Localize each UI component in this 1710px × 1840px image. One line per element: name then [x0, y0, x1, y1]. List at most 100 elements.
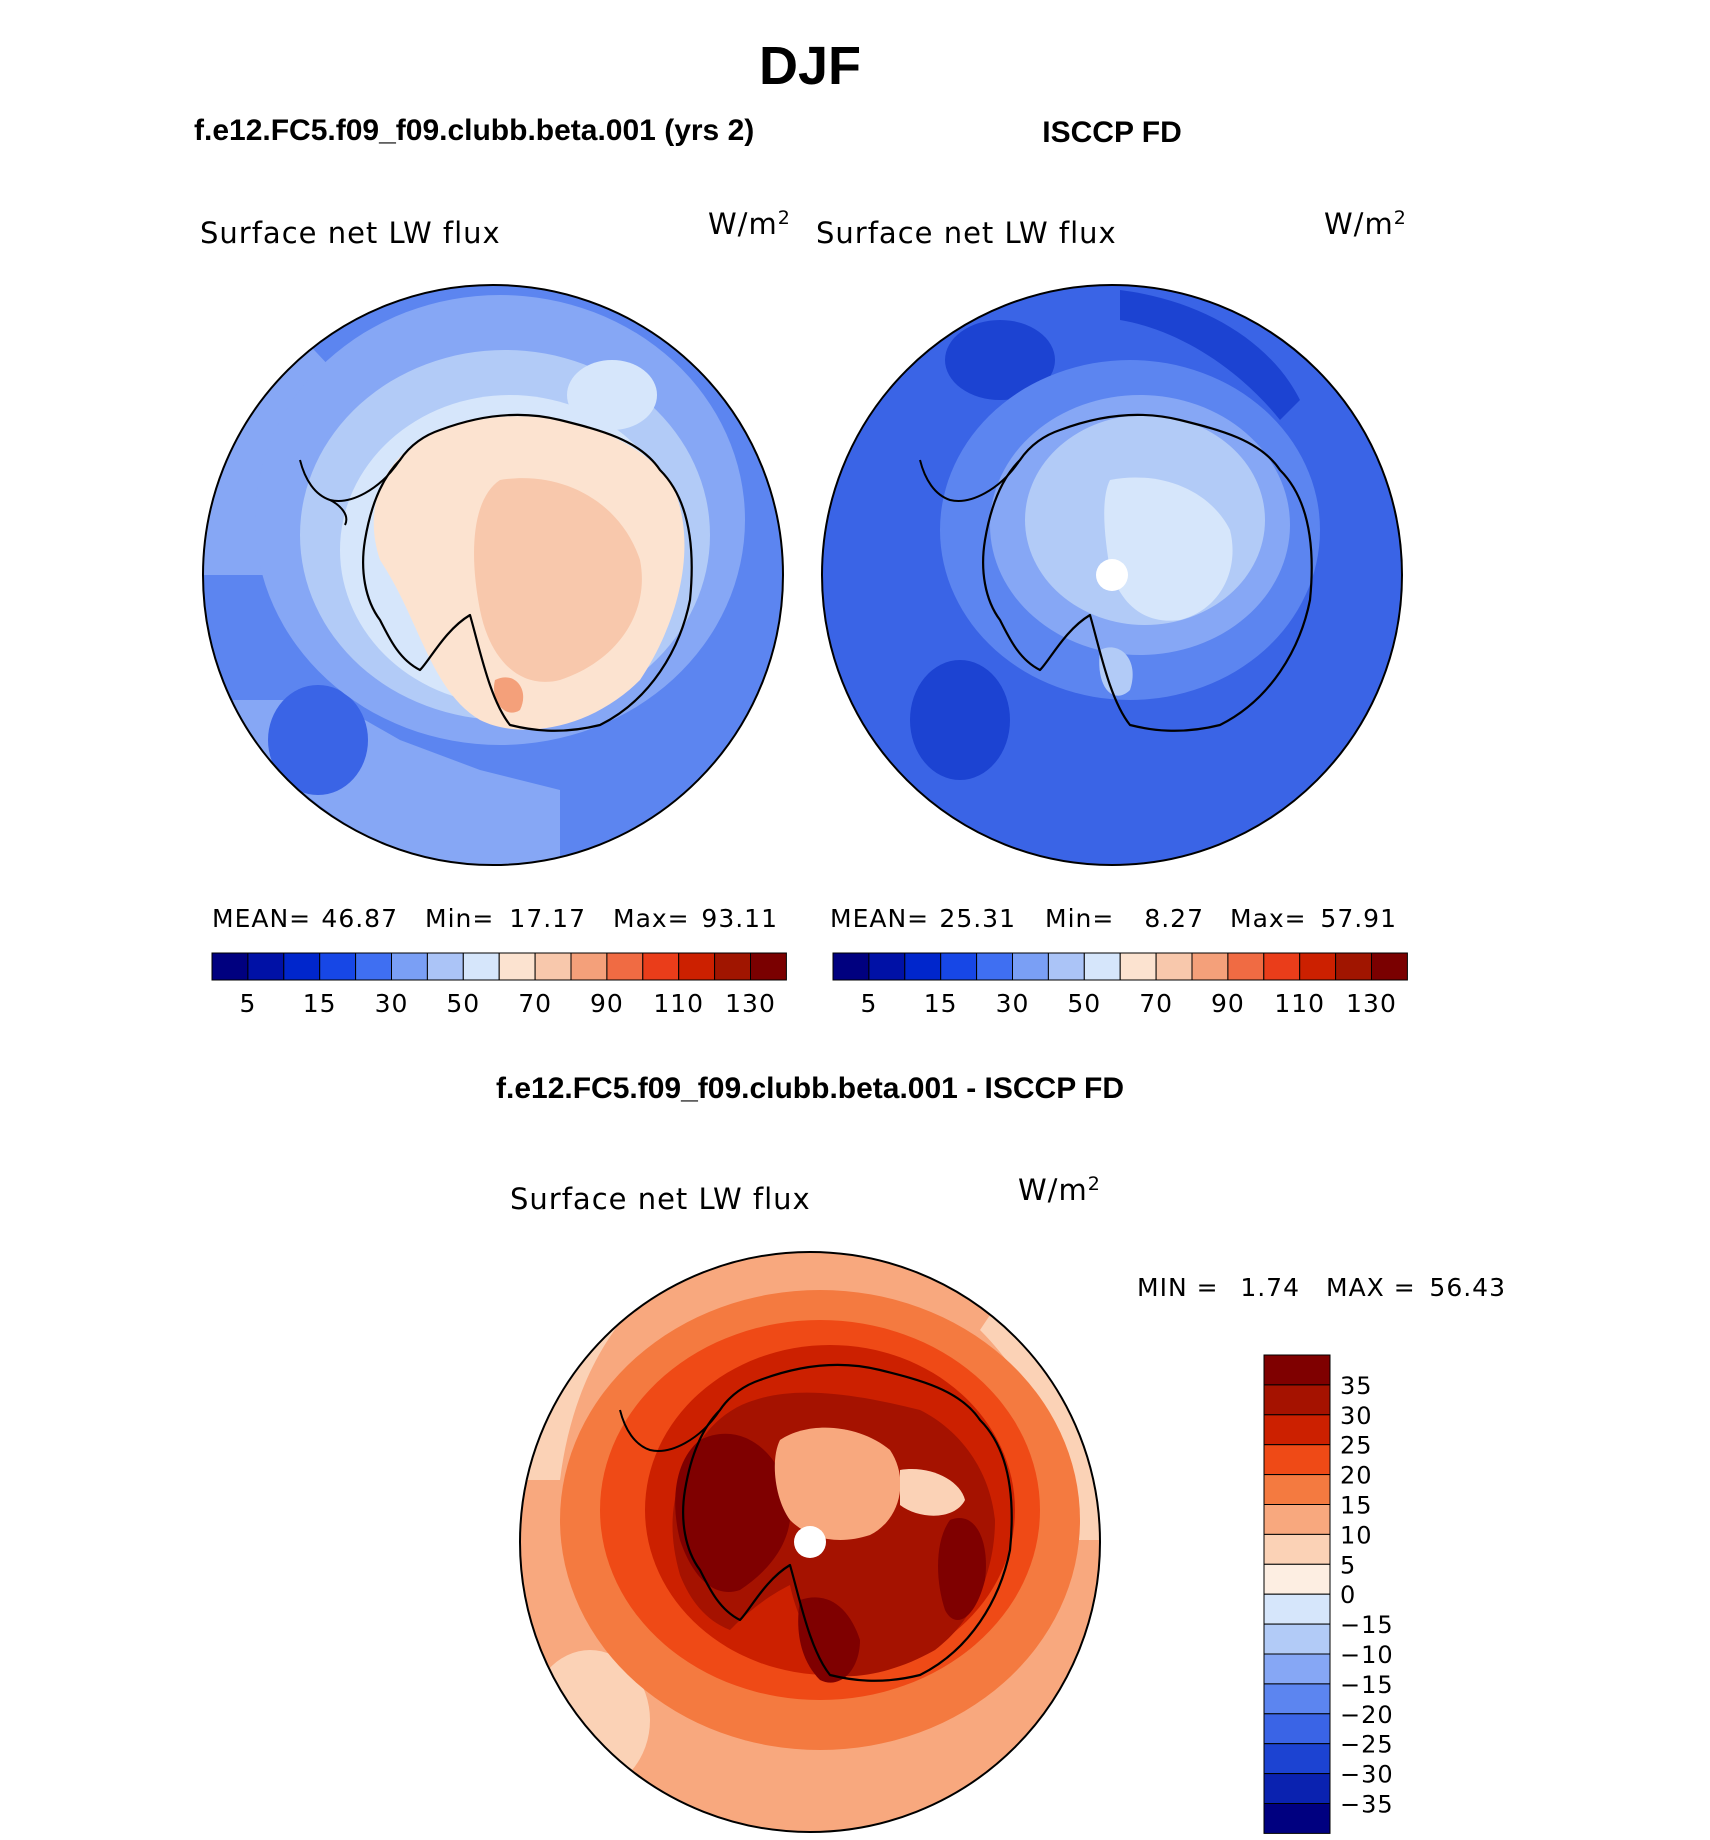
obs-colorbar-box: [1371, 952, 1408, 981]
model-colorbar-tick-label: 70: [518, 989, 552, 1018]
diff-colorbar-box: [1263, 1533, 1331, 1565]
svg-text:17.17: 17.17: [509, 904, 586, 933]
diff-colorbar-tick-label: −15: [1340, 1671, 1394, 1699]
obs-colorbar-tick-label: 70: [1139, 989, 1173, 1018]
diff-colorbar-box: [1263, 1504, 1331, 1535]
diff-colorbar-tick-label: −20: [1340, 1701, 1394, 1729]
diff-colorbar-box: [1263, 1623, 1331, 1655]
svg-text:Max=: Max=: [1230, 904, 1307, 933]
model-variable-label: Surface net LW flux: [200, 216, 501, 250]
diff-colorbar-box: [1263, 1414, 1331, 1446]
obs-colorbar-box: [1155, 952, 1193, 981]
obs-stats: MEAN= 25.31 Min= 8.27 Max= 57.91: [830, 904, 1397, 933]
model-colorbar-box: [211, 952, 249, 981]
obs-colorbar-tick-label: 90: [1211, 989, 1245, 1018]
svg-text:MEAN=: MEAN=: [830, 904, 929, 933]
diff-map-outline: [519, 1251, 1101, 1833]
obs-map: [822, 285, 1402, 865]
svg-text:Min=: Min=: [1045, 904, 1114, 933]
model-panel: f.e12.FC5.f09_f09.clubb.beta.001 (yrs 2)…: [194, 114, 791, 1018]
diff-colorbar-box: [1263, 1444, 1331, 1476]
diff-colorbar-tick-label: −25: [1340, 1731, 1394, 1759]
diff-colorbar-tick-label: 20: [1340, 1462, 1373, 1490]
svg-text:56.43: 56.43: [1429, 1273, 1506, 1302]
model-colorbar-box: [319, 952, 357, 981]
model-colorbar-box: [247, 952, 285, 981]
model-colorbar-tick-label: 50: [446, 989, 480, 1018]
diff-variable-label: Surface net LW flux: [510, 1182, 811, 1216]
model-units-label: W/m2: [708, 207, 791, 241]
main-title: DJF: [759, 36, 861, 96]
diff-map: [520, 1252, 1100, 1832]
obs-colorbar-box: [1263, 952, 1301, 981]
model-colorbar: 5 15 30 50 70 90 110 130: [211, 952, 787, 1018]
model-colorbar-box: [678, 952, 716, 981]
svg-text:46.87: 46.87: [321, 904, 398, 933]
obs-colorbar-box: [976, 952, 1013, 981]
model-colorbar-box: [714, 952, 751, 981]
model-colorbar-box: [570, 952, 608, 981]
model-colorbar-box: [750, 952, 787, 981]
obs-colorbar-tick-label: 30: [996, 989, 1030, 1018]
obs-colorbar-box: [1227, 952, 1265, 981]
obs-colorbar-box: [1119, 952, 1157, 981]
obs-colorbar-box: [832, 952, 870, 981]
diff-colorbar-box: [1263, 1653, 1331, 1685]
svg-text:57.91: 57.91: [1320, 904, 1397, 933]
obs-colorbar-box: [1083, 952, 1121, 981]
diff-units-label: W/m2: [1018, 1173, 1101, 1207]
diff-panel: f.e12.FC5.f09_f09.clubb.beta.001 - ISCCP…: [496, 1072, 1506, 1834]
svg-text:8.27: 8.27: [1144, 904, 1204, 933]
model-colorbar-box: [391, 952, 428, 981]
model-colorbar-tick-label: 15: [303, 989, 337, 1018]
obs-colorbar-tick-label: 50: [1067, 989, 1101, 1018]
model-colorbar-box: [283, 952, 321, 981]
diff-colorbar-tick-label: 0: [1340, 1581, 1356, 1609]
svg-text:25.31: 25.31: [939, 904, 1016, 933]
diff-colorbar-box: [1263, 1773, 1331, 1804]
model-colorbar-box: [642, 952, 680, 981]
obs-colorbar-box: [904, 952, 942, 981]
diff-colorbar-box: [1263, 1743, 1331, 1775]
model-stats: MEAN= 46.87 Min= 17.17 Max= 93.11: [212, 904, 777, 933]
model-colorbar-tick-label: 90: [590, 989, 624, 1018]
obs-colorbar-box: [868, 952, 906, 981]
diff-minmax: MIN = 1.74 MAX = 56.43: [1137, 1273, 1506, 1302]
diff-colorbar-box: [1263, 1593, 1331, 1625]
obs-colorbar-tick-label: 15: [924, 989, 958, 1018]
obs-map-outline: [821, 284, 1403, 866]
model-colorbar-tick-label: 110: [653, 989, 704, 1018]
model-map: [203, 285, 783, 865]
model-colorbar-tick-label: 30: [375, 989, 409, 1018]
obs-variable-label: Surface net LW flux: [816, 216, 1117, 250]
model-colorbar-box: [355, 952, 393, 981]
obs-colorbar-tick-label: 130: [1346, 989, 1397, 1018]
diff-colorbar-box: [1263, 1474, 1331, 1505]
obs-colorbar-box: [1299, 952, 1337, 981]
model-colorbar-tick-label: 130: [725, 989, 776, 1018]
diff-colorbar-tick-label: 5: [1340, 1551, 1356, 1579]
svg-text:MEAN=: MEAN=: [212, 904, 311, 933]
diff-colorbar-box: [1263, 1803, 1331, 1834]
obs-units-label: W/m2: [1324, 207, 1407, 241]
diff-colorbar-box: [1263, 1384, 1331, 1416]
model-colorbar-box: [426, 952, 464, 981]
diff-colorbar-box: [1263, 1563, 1331, 1595]
svg-text:MIN =: MIN =: [1137, 1273, 1219, 1302]
obs-colorbar-box: [1012, 952, 1049, 981]
model-panel-header: f.e12.FC5.f09_f09.clubb.beta.001 (yrs 2): [194, 114, 754, 147]
diff-colorbar-box: [1263, 1683, 1331, 1715]
obs-colorbar-box: [1191, 952, 1229, 981]
diff-panel-header: f.e12.FC5.f09_f09.clubb.beta.001 - ISCCP…: [496, 1072, 1124, 1105]
model-colorbar-box: [462, 952, 500, 981]
model-colorbar-box: [606, 952, 644, 981]
model-colorbar-box: [498, 952, 536, 981]
svg-text:Max=: Max=: [613, 904, 690, 933]
model-colorbar-tick-label: 5: [239, 989, 256, 1018]
obs-colorbar-tick-label: 110: [1274, 989, 1325, 1018]
diff-colorbar-tick-label: 15: [1340, 1492, 1373, 1520]
obs-colorbar: 5 15 30 50 70 90 110 130: [832, 952, 1408, 1018]
obs-colorbar-box: [1047, 952, 1085, 981]
diff-colorbar-tick-label: −35: [1340, 1791, 1394, 1819]
